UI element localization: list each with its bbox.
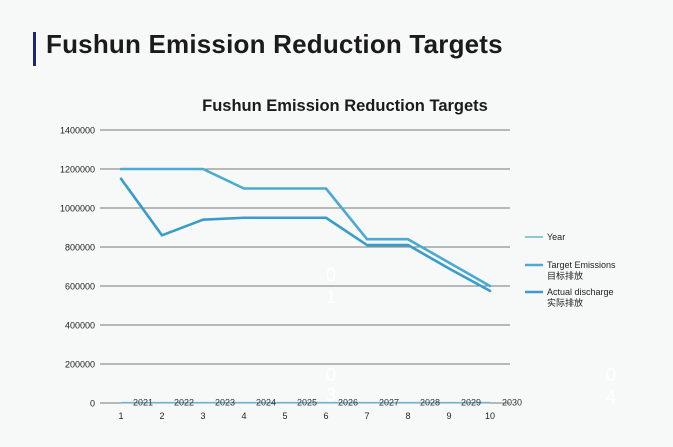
decorative-digit: 0 [605, 365, 616, 385]
decorative-digit: 0 [325, 365, 336, 385]
y-tick-label: 1000000 [60, 204, 95, 214]
series-line-target-emissions [119, 167, 492, 288]
decorative-digit: 3 [325, 385, 336, 405]
y-tick-label: 200000 [65, 360, 95, 370]
legend-label: Target Emissions [547, 260, 616, 270]
decorative-digit: 0 [325, 265, 336, 285]
x-tick-label: 10 [485, 411, 495, 421]
legend-label-cn: 实际排放 [547, 297, 583, 308]
slide-title: Fushun Emission Reduction Targets [46, 29, 503, 59]
y-tick-label: 1400000 [60, 126, 95, 136]
y-tick-label: 600000 [65, 282, 95, 292]
data-label-year: 2022 [174, 398, 194, 408]
title-accent-bar [33, 32, 36, 66]
x-tick-label: 8 [405, 411, 410, 421]
decorative-digit: 1 [325, 287, 336, 307]
y-tick-label: 1200000 [60, 165, 95, 175]
data-label-year: 2026 [338, 398, 358, 408]
data-label-year: 2029 [461, 398, 481, 408]
legend-label: Year [547, 232, 565, 242]
x-tick-label: 5 [282, 411, 287, 421]
y-tick-label: 400000 [65, 321, 95, 331]
x-tick-label: 4 [241, 411, 246, 421]
x-tick-label: 6 [323, 411, 328, 421]
x-tick-label: 9 [446, 411, 451, 421]
x-tick-label: 1 [118, 411, 123, 421]
data-label-year: 2025 [297, 398, 317, 408]
x-tick-label: 3 [200, 411, 205, 421]
legend-label: Actual discharge [547, 287, 614, 297]
series-line-actual-discharge [119, 177, 492, 293]
x-tick-label: 7 [364, 411, 369, 421]
data-label-year: 2023 [215, 398, 235, 408]
decorative-digit: 4 [605, 387, 616, 407]
y-tick-label: 800000 [65, 243, 95, 253]
y-tick-label: 0 [90, 399, 95, 409]
x-tick-label: 2 [159, 411, 164, 421]
data-label-year: 2024 [256, 398, 276, 408]
data-label-year: 2021 [133, 398, 153, 408]
chart-title: Fushun Emission Reduction Targets [202, 97, 488, 115]
legend-label-cn: 目标排放 [547, 270, 583, 281]
data-label-year: 2027 [379, 398, 399, 408]
data-label-year: 2030 [502, 398, 522, 408]
data-label-year: 2028 [420, 398, 440, 408]
